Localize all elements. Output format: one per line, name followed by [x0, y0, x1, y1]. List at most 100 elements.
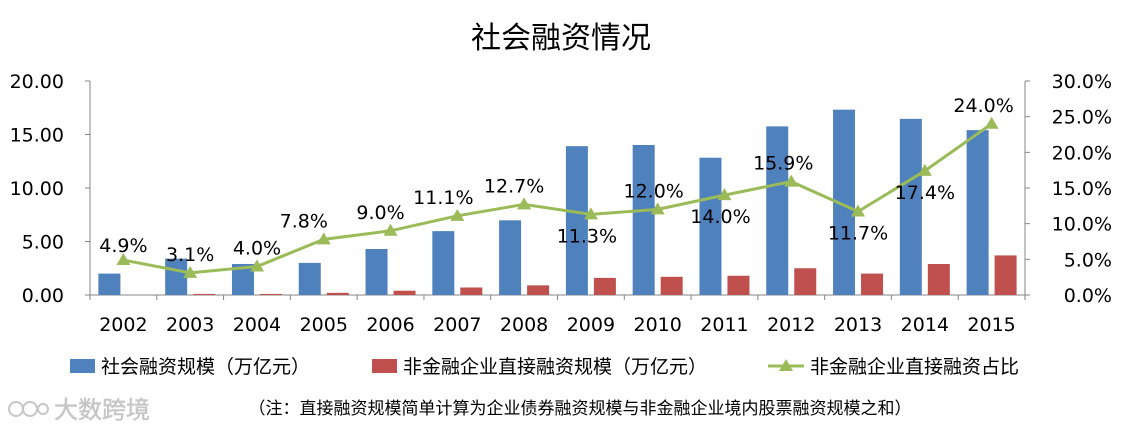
legend-label-ratio: 非金融企业直接融资占比: [810, 356, 1019, 378]
ratio-marker: [917, 163, 932, 176]
ratio-marker: [851, 204, 866, 217]
bar-social-financing: [298, 262, 321, 295]
ratio-marker: [650, 202, 665, 215]
bar-social-financing: [766, 126, 789, 295]
bar-direct-financing: [393, 290, 416, 295]
ratio-data-label: 7.8%: [280, 210, 328, 232]
y-right-tick-label: 5.0%: [1064, 249, 1112, 271]
bars: [98, 109, 1017, 296]
ratio-data-label: 11.3%: [557, 225, 617, 247]
ratio-data-label: 3.1%: [166, 244, 214, 266]
ratio-marker: [984, 116, 999, 129]
axes: 0.00 5.00 10.00 15.00 20.00 0.0% 5.0% 10.0% 15.0…: [10, 71, 1112, 336]
x-tick-label: 2006: [366, 314, 414, 336]
x-tick-label: 2011: [700, 314, 748, 336]
y-right-tick-label: 0.0%: [1064, 285, 1112, 307]
bar-direct-financing: [259, 293, 282, 295]
bar-direct-financing: [861, 273, 884, 295]
bar-direct-financing: [193, 293, 216, 295]
bar-social-financing: [365, 248, 388, 295]
watermark-logo-icon: [8, 401, 24, 417]
x-tick-label: 2003: [166, 314, 214, 336]
legend-label-social-financing: 社会融资规模（万亿元）: [101, 356, 310, 378]
ratio-data-label: 12.7%: [484, 175, 544, 197]
chart-title: 社会融资情况: [471, 21, 651, 56]
y-left-tick-label: 10.00: [10, 178, 64, 200]
x-tick-label: 2009: [567, 314, 615, 336]
bar-direct-financing: [794, 268, 817, 295]
ratio-marker: [316, 232, 331, 245]
x-tick-label: 2007: [433, 314, 481, 336]
x-tick-label: 2010: [633, 314, 681, 336]
ratio-line-path: [123, 122, 993, 275]
bar-social-financing: [231, 263, 254, 295]
ratio-data-label: 24.0%: [953, 95, 1013, 117]
legend-swatch-social-financing: [70, 359, 95, 373]
y-right-tick-label: 15.0%: [1052, 178, 1112, 200]
bar-direct-financing: [927, 263, 950, 295]
x-tick-label: 2012: [767, 314, 815, 336]
data-labels: 4.9% 3.1% 4.0% 7.8% 9.0% 11.1% 12.7% 11.3% 12.0%…: [99, 95, 1014, 266]
x-tick-label: 2015: [967, 314, 1015, 336]
bar-social-financing: [833, 109, 856, 296]
bar-social-financing: [98, 273, 121, 295]
bar-direct-financing: [727, 275, 750, 295]
y-left-tick-label: 20.00: [10, 71, 64, 93]
ratio-marker: [383, 223, 398, 236]
ratio-line: [116, 116, 999, 278]
legend-swatch-ratio-marker: [779, 359, 793, 371]
bar-direct-financing: [527, 285, 550, 295]
watermark: 大数跨境: [8, 396, 150, 424]
y-left-tick-label: 5.00: [22, 232, 64, 254]
bar-direct-financing: [326, 292, 349, 295]
x-tick-label: 2004: [233, 314, 281, 336]
x-tick-label: 2008: [500, 314, 548, 336]
ratio-data-label: 17.4%: [895, 182, 955, 204]
ratio-data-label: 9.0%: [356, 202, 404, 224]
ratio-marker: [517, 197, 532, 210]
ratio-data-label: 11.7%: [828, 223, 888, 245]
x-tick-label: 2002: [99, 314, 147, 336]
ratio-data-label: 15.9%: [753, 153, 813, 175]
ratio-marker: [784, 174, 799, 187]
bar-direct-financing: [460, 287, 483, 295]
watermark-logo-icon-2: [22, 401, 38, 417]
y-right-tick-label: 20.0%: [1052, 142, 1112, 164]
ratio-data-label: 11.1%: [413, 187, 473, 209]
ratio-data-label: 4.9%: [99, 235, 147, 257]
bar-social-financing: [699, 157, 722, 295]
y-left-tick-label: 15.00: [10, 125, 64, 147]
watermark-text: 大数跨境: [54, 396, 150, 424]
watermark-logo-icon-3: [37, 403, 49, 415]
x-tick-label: 2013: [834, 314, 882, 336]
ratio-marker: [183, 265, 198, 278]
legend-swatch-direct-financing: [372, 359, 397, 373]
bar-social-financing: [966, 130, 989, 295]
ratio-marker: [583, 207, 598, 220]
legend: 社会融资规模（万亿元） 非金融企业直接融资规模（万亿元） 非金融企业直接融资占比: [70, 356, 1019, 378]
chart-note: （注：直接融资规模简单计算为企业债券融资规模与非金融企业境内股票融资规模之和）: [249, 399, 912, 419]
y-right-tick-label: 25.0%: [1052, 107, 1112, 129]
bar-direct-financing: [593, 277, 616, 295]
x-tick-label: 2005: [300, 314, 348, 336]
y-right-tick-label: 30.0%: [1052, 71, 1112, 93]
ratio-data-label: 4.0%: [233, 237, 281, 259]
bar-social-financing: [499, 220, 522, 295]
ratio-marker: [249, 259, 264, 272]
y-right-tick-label: 10.0%: [1052, 214, 1112, 236]
ratio-marker: [450, 208, 465, 221]
legend-label-direct-financing: 非金融企业直接融资规模（万亿元）: [403, 356, 707, 378]
bar-direct-financing: [660, 276, 683, 295]
bar-social-financing: [632, 144, 655, 295]
x-tick-label: 2014: [901, 314, 949, 336]
y-left-tick-label: 0.00: [22, 285, 64, 307]
ratio-marker: [717, 188, 732, 201]
bar-social-financing: [899, 118, 922, 296]
bar-direct-financing: [994, 255, 1017, 295]
ratio-data-label: 14.0%: [690, 206, 750, 228]
ratio-data-label: 12.0%: [623, 180, 683, 202]
bar-social-financing: [432, 231, 455, 295]
bar-social-financing: [565, 146, 588, 295]
ratio-marker: [116, 253, 131, 266]
